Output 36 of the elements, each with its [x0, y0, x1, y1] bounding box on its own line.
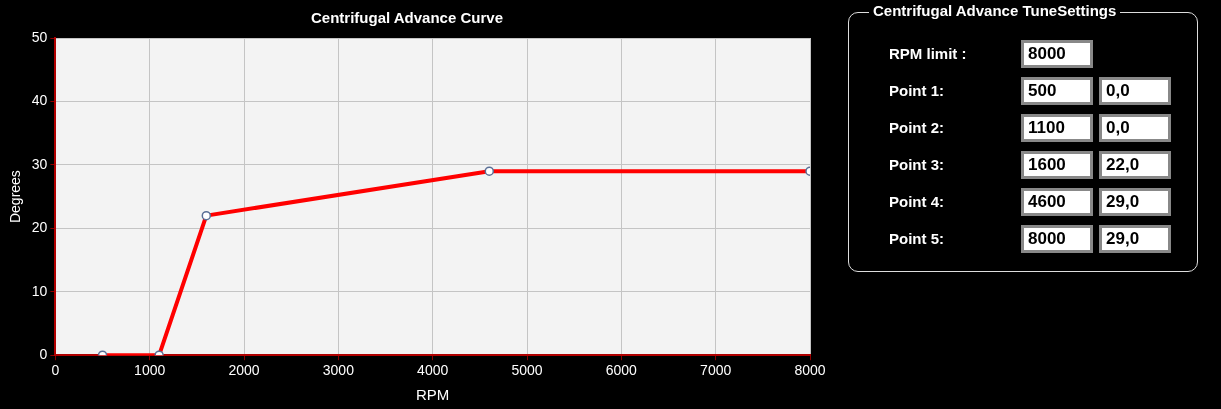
x-tick-label: 1000 — [134, 362, 166, 379]
y-tick-label: 0 — [39, 346, 48, 363]
text: Point 2: — [889, 119, 945, 136]
chart-title: Centrifugal Advance Curve — [311, 9, 503, 27]
y-tick-label: 20 — [31, 219, 48, 236]
text: RPM limit : — [889, 45, 968, 62]
text: Point 4: — [889, 193, 945, 210]
x-tick-label: 7000 — [700, 362, 732, 379]
y-tick-label: 30 — [31, 155, 48, 172]
text: 0,0 — [1099, 76, 1171, 105]
text: 0,0 — [1099, 113, 1171, 142]
text: Point 3: — [889, 156, 945, 173]
text: 500 — [1021, 76, 1093, 105]
x-tick-label: 8000 — [794, 362, 826, 379]
text: Point 1: — [889, 82, 945, 99]
text: 22,0 — [1099, 150, 1171, 179]
y-axis-title: Degrees — [7, 170, 24, 224]
text: 1600 — [1021, 150, 1093, 179]
text: 8000 — [1021, 224, 1093, 253]
text: 29,0 — [1099, 187, 1171, 216]
x-tick-label: 5000 — [511, 362, 543, 379]
text: Centrifugal Advance TuneSettings — [869, 2, 1121, 19]
x-tick-label: 0 — [51, 362, 60, 379]
x-axis-title: RPM — [416, 386, 450, 404]
text: 1100 — [1021, 113, 1093, 142]
x-tick-label: 6000 — [605, 362, 638, 379]
x-tick-label: 4000 — [417, 362, 449, 379]
text: 8000 — [1021, 39, 1093, 68]
y-tick-label: 40 — [31, 92, 48, 109]
text: 29,0 — [1099, 224, 1171, 253]
x-tick-label: 2000 — [228, 362, 260, 379]
y-tick-label: 10 — [31, 282, 48, 299]
y-tick-label: 50 — [31, 28, 48, 45]
text: 4600 — [1021, 187, 1093, 216]
text: Point 5: — [889, 230, 945, 247]
x-tick-label: 3000 — [322, 362, 355, 379]
